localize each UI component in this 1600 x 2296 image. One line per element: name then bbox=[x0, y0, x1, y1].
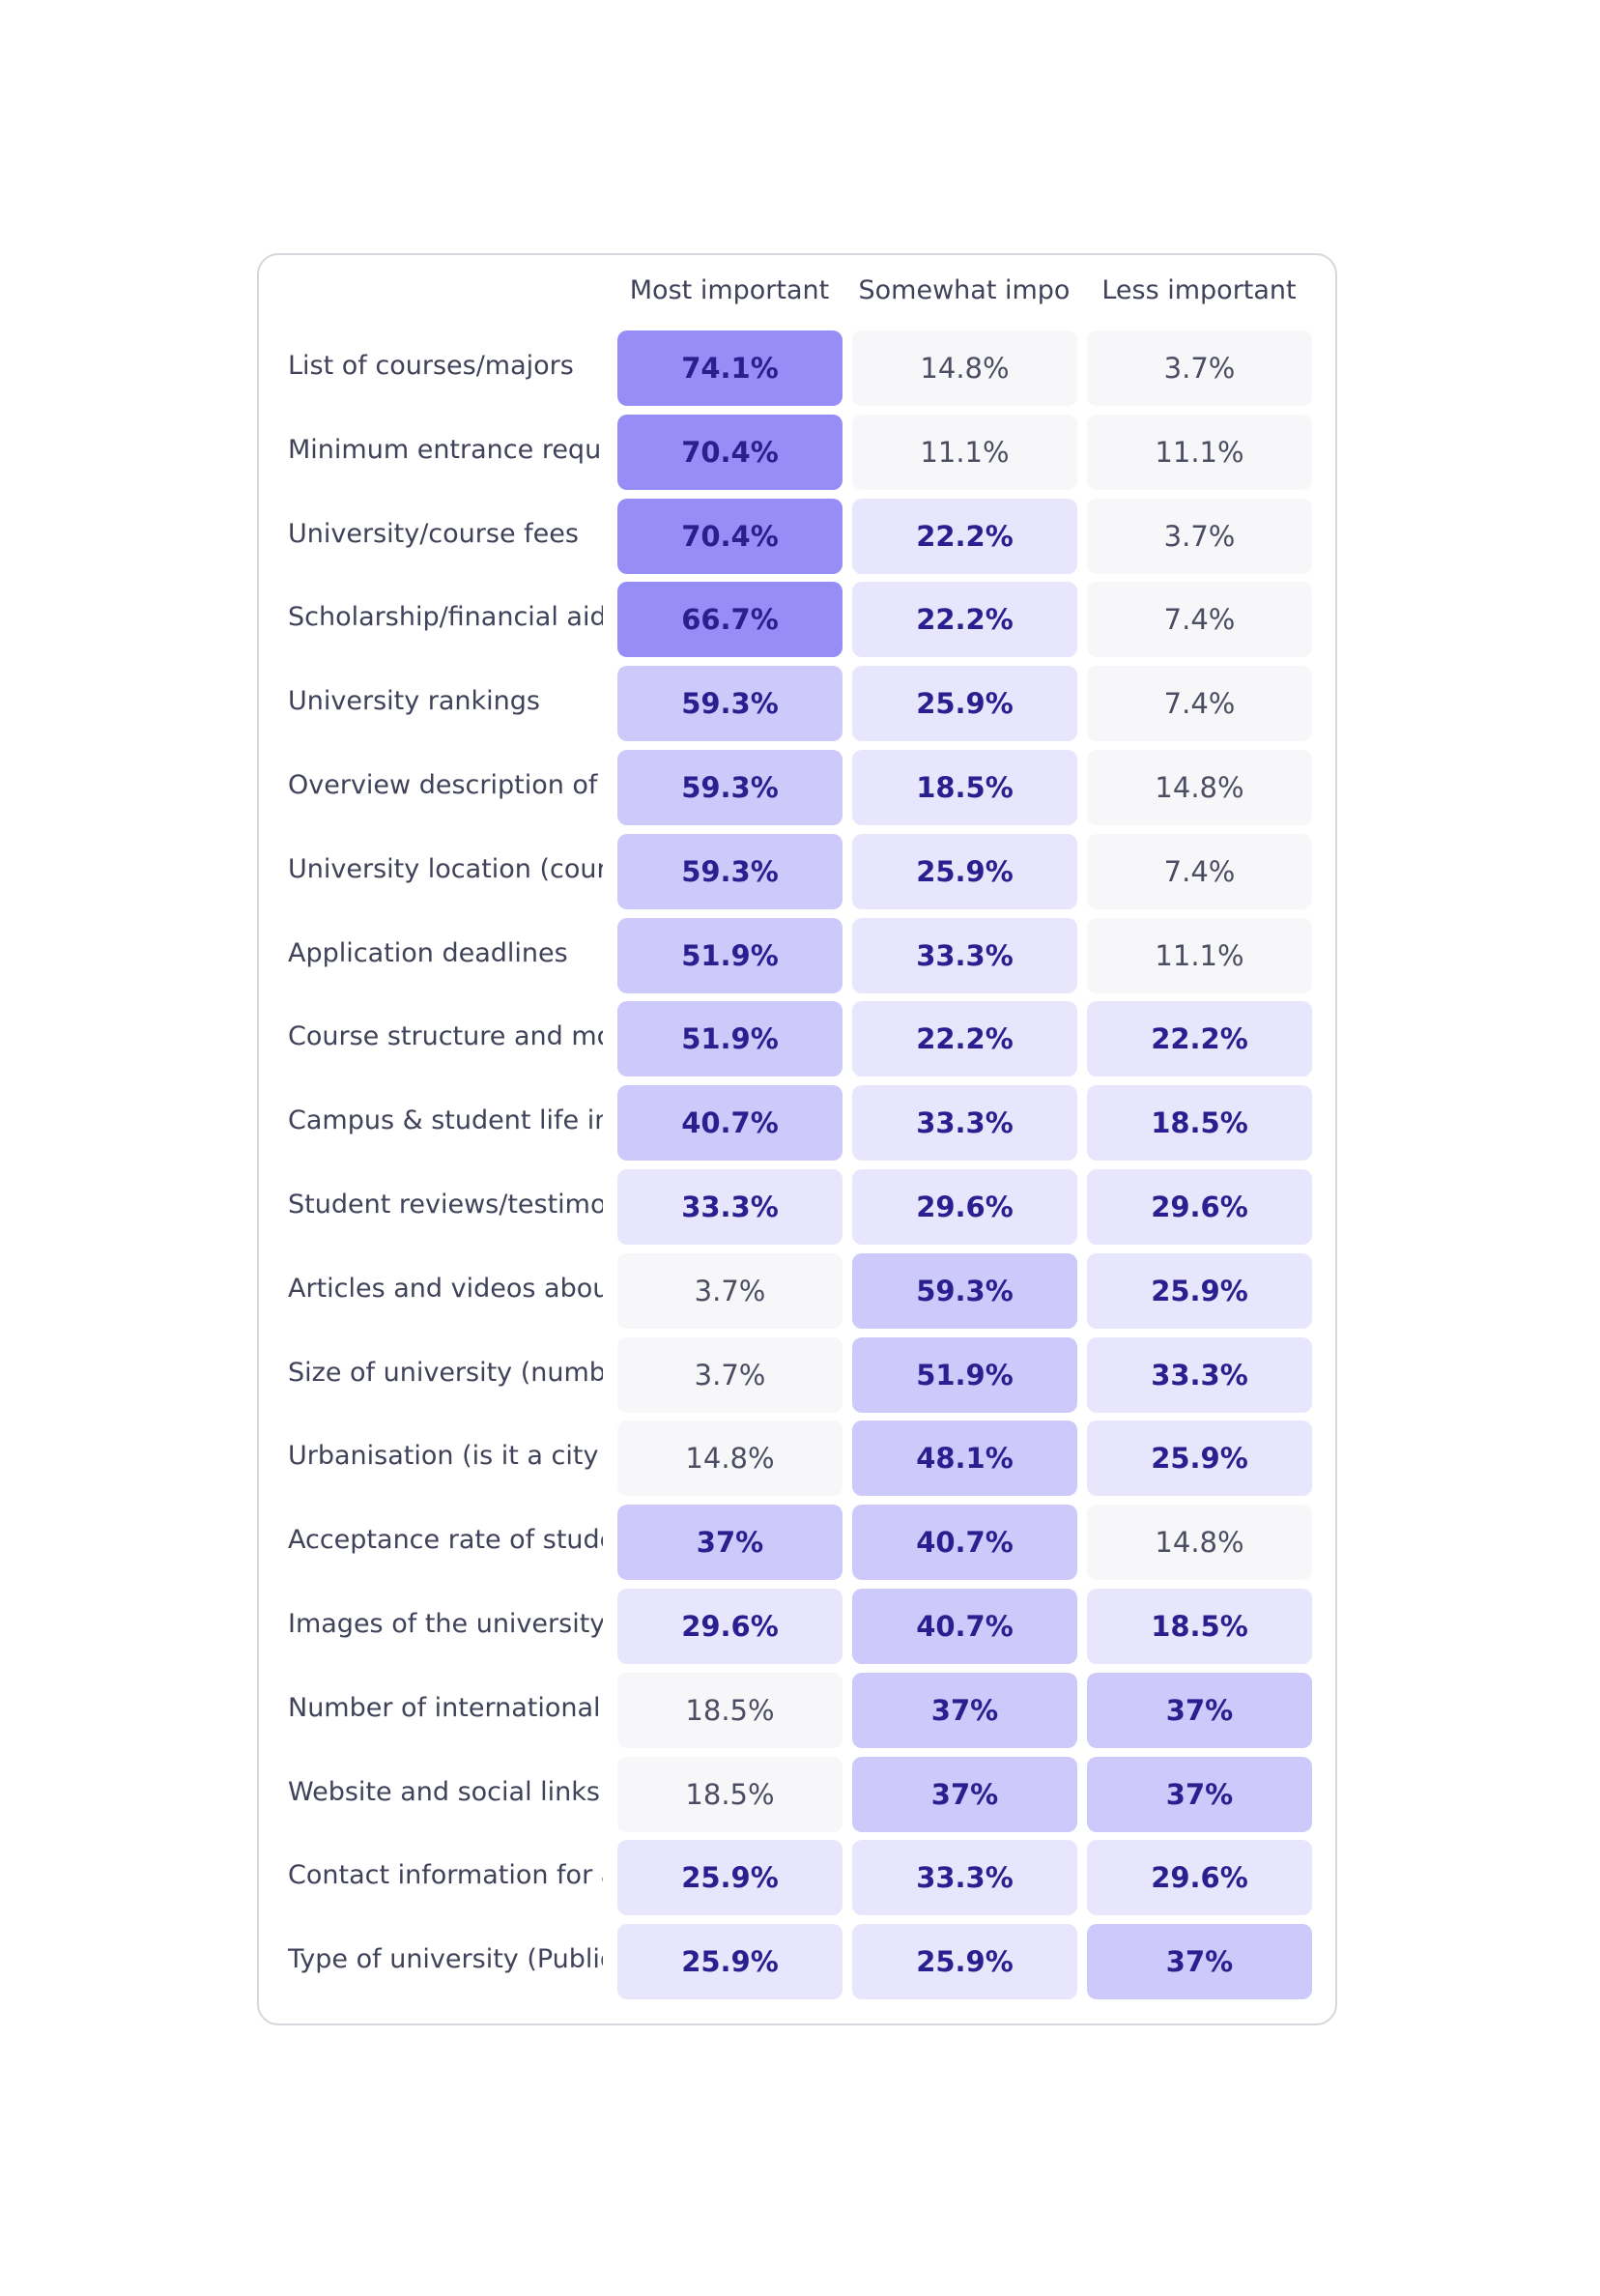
row-label: Scholarship/financial aid c bbox=[288, 602, 603, 632]
heatmap-cell: 25.9% bbox=[617, 1924, 843, 1999]
row-label: Website and social links bbox=[288, 1777, 600, 1807]
heatmap-cell: 3.7% bbox=[1087, 330, 1312, 406]
heatmap-cell: 29.6% bbox=[617, 1589, 843, 1664]
heatmap-cell: 18.5% bbox=[617, 1757, 843, 1832]
row-label: Size of university (number bbox=[288, 1358, 603, 1388]
heatmap-cell: 14.8% bbox=[1087, 1505, 1312, 1580]
row-label: University rankings bbox=[288, 686, 540, 716]
heatmap-cell: 37% bbox=[852, 1757, 1077, 1832]
heatmap-cell: 18.5% bbox=[617, 1673, 843, 1748]
heatmap-cell: 3.7% bbox=[1087, 499, 1312, 574]
heatmap-cell: 33.3% bbox=[852, 918, 1077, 993]
row-label: Overview description of th bbox=[288, 770, 603, 800]
heatmap-cell: 25.9% bbox=[852, 834, 1077, 909]
heatmap-cell: 33.3% bbox=[852, 1085, 1077, 1161]
heatmap-cell: 74.1% bbox=[617, 330, 843, 406]
heatmap-cell: 59.3% bbox=[852, 1253, 1077, 1329]
heatmap-cell: 18.5% bbox=[1087, 1589, 1312, 1664]
column-header: Most important bbox=[629, 275, 830, 305]
row-label: Course structure and moc bbox=[288, 1021, 603, 1051]
row-label: Contact information for a bbox=[288, 1860, 603, 1890]
row-label: Application deadlines bbox=[288, 938, 568, 968]
row-label: Student reviews/testimon bbox=[288, 1190, 603, 1220]
heatmap-cell: 11.1% bbox=[1087, 918, 1312, 993]
heatmap-cell: 3.7% bbox=[617, 1253, 843, 1329]
heatmap-cell: 29.6% bbox=[852, 1169, 1077, 1245]
row-label: List of courses/majors bbox=[288, 351, 574, 381]
row-label: Urbanisation (is it a city or bbox=[288, 1441, 603, 1471]
heatmap-cell: 29.6% bbox=[1087, 1840, 1312, 1915]
heatmap-cell: 66.7% bbox=[617, 582, 843, 657]
heatmap-cell: 7.4% bbox=[1087, 666, 1312, 741]
heatmap-cell: 59.3% bbox=[617, 750, 843, 825]
heatmap-cell: 40.7% bbox=[617, 1085, 843, 1161]
heatmap-cell: 25.9% bbox=[1087, 1253, 1312, 1329]
row-label: Acceptance rate of studen bbox=[288, 1525, 603, 1555]
row-label: Minimum entrance require bbox=[288, 435, 603, 465]
heatmap-cell: 37% bbox=[1087, 1924, 1312, 1999]
column-header: Less important bbox=[1101, 275, 1297, 305]
heatmap-cell: 51.9% bbox=[617, 918, 843, 993]
heatmap-cell: 25.9% bbox=[617, 1840, 843, 1915]
heatmap-cell: 14.8% bbox=[617, 1421, 843, 1496]
heatmap-cell: 25.9% bbox=[852, 1924, 1077, 1999]
row-label: Images of the university ar bbox=[288, 1609, 603, 1639]
heatmap-cell: 29.6% bbox=[1087, 1169, 1312, 1245]
heatmap-cell: 40.7% bbox=[852, 1589, 1077, 1664]
heatmap-cell: 7.4% bbox=[1087, 582, 1312, 657]
heatmap-cell: 40.7% bbox=[852, 1505, 1077, 1580]
heatmap-cell: 33.3% bbox=[852, 1840, 1077, 1915]
row-label: Type of university (Public, I bbox=[288, 1944, 603, 1974]
heatmap-cell: 33.3% bbox=[617, 1169, 843, 1245]
heatmap-cell: 51.9% bbox=[617, 1001, 843, 1076]
row-label: Campus & student life info bbox=[288, 1105, 603, 1135]
heatmap-cell: 37% bbox=[617, 1505, 843, 1580]
heatmap-cell: 11.1% bbox=[852, 415, 1077, 490]
heatmap-cell: 14.8% bbox=[852, 330, 1077, 406]
row-label: University/course fees bbox=[288, 519, 579, 549]
heatmap-cell: 3.7% bbox=[617, 1337, 843, 1413]
heatmap-cell: 37% bbox=[1087, 1673, 1312, 1748]
heatmap-cell: 48.1% bbox=[852, 1421, 1077, 1496]
heatmap-cell: 59.3% bbox=[617, 666, 843, 741]
heatmap-cell: 70.4% bbox=[617, 499, 843, 574]
row-label: Number of international st bbox=[288, 1693, 603, 1723]
heatmap-cell: 7.4% bbox=[1087, 834, 1312, 909]
column-header: Somewhat impo bbox=[858, 275, 1071, 305]
heatmap-cell: 22.2% bbox=[852, 499, 1077, 574]
heatmap-cell: 18.5% bbox=[852, 750, 1077, 825]
heatmap-cell: 22.2% bbox=[852, 582, 1077, 657]
heatmap-cell: 59.3% bbox=[617, 834, 843, 909]
heatmap-cell: 11.1% bbox=[1087, 415, 1312, 490]
row-label: Articles and videos about bbox=[288, 1274, 603, 1304]
heatmap-cell: 51.9% bbox=[852, 1337, 1077, 1413]
heatmap-cell: 25.9% bbox=[1087, 1421, 1312, 1496]
heatmap-cell: 22.2% bbox=[852, 1001, 1077, 1076]
heatmap-cell: 37% bbox=[852, 1673, 1077, 1748]
heatmap-cell: 70.4% bbox=[617, 415, 843, 490]
heatmap-cell: 22.2% bbox=[1087, 1001, 1312, 1076]
heatmap-cell: 25.9% bbox=[852, 666, 1077, 741]
heatmap-cell: 14.8% bbox=[1087, 750, 1312, 825]
row-label: University location (countr bbox=[288, 854, 603, 884]
heatmap-cell: 33.3% bbox=[1087, 1337, 1312, 1413]
heatmap-cell: 18.5% bbox=[1087, 1085, 1312, 1161]
heatmap-cell: 37% bbox=[1087, 1757, 1312, 1832]
